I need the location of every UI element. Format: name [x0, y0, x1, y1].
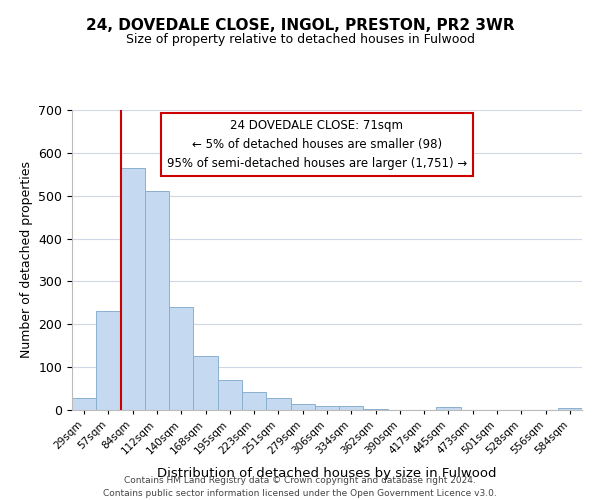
Text: Contains HM Land Registry data © Crown copyright and database right 2024.
Contai: Contains HM Land Registry data © Crown c…	[103, 476, 497, 498]
Bar	[436, 406, 461, 410]
Bar	[72, 398, 96, 410]
Bar	[364, 409, 388, 410]
Bar	[169, 307, 193, 410]
Bar	[145, 192, 169, 410]
X-axis label: Distribution of detached houses by size in Fulwood: Distribution of detached houses by size …	[157, 467, 497, 480]
Bar	[339, 406, 364, 410]
Bar	[218, 380, 242, 410]
Text: 24, DOVEDALE CLOSE, INGOL, PRESTON, PR2 3WR: 24, DOVEDALE CLOSE, INGOL, PRESTON, PR2 …	[86, 18, 514, 32]
Bar	[96, 312, 121, 410]
Y-axis label: Number of detached properties: Number of detached properties	[20, 162, 33, 358]
Bar	[121, 168, 145, 410]
Bar	[558, 408, 582, 410]
Bar	[193, 356, 218, 410]
Bar	[266, 398, 290, 410]
Bar	[242, 392, 266, 410]
Bar	[290, 404, 315, 410]
Text: 24 DOVEDALE CLOSE: 71sqm
← 5% of detached houses are smaller (98)
95% of semi-de: 24 DOVEDALE CLOSE: 71sqm ← 5% of detache…	[167, 119, 467, 170]
Text: Size of property relative to detached houses in Fulwood: Size of property relative to detached ho…	[125, 32, 475, 46]
Bar	[315, 406, 339, 410]
